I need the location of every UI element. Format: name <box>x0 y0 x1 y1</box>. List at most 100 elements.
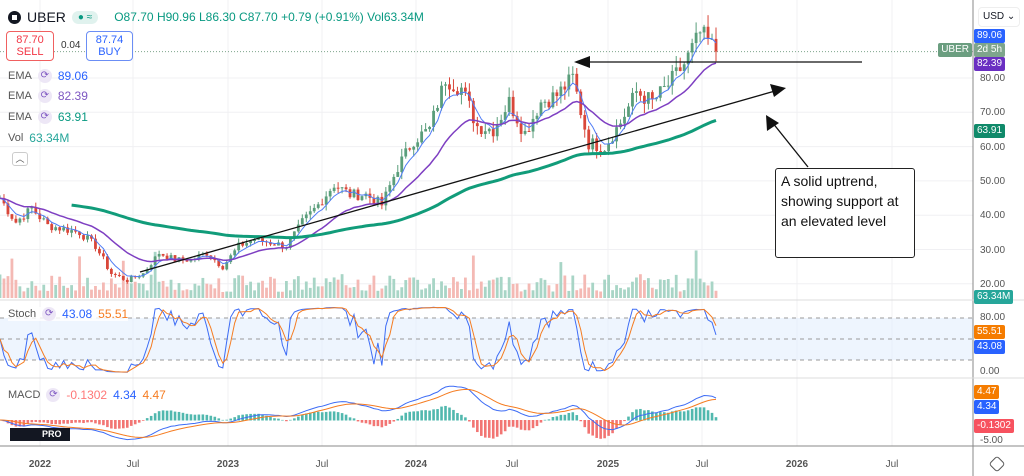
refresh-icon[interactable]: ⟳ <box>46 388 61 402</box>
macd-histogram-bar <box>193 414 197 421</box>
volume-bar <box>10 258 14 298</box>
macd-histogram-bar <box>237 415 240 421</box>
candle <box>444 84 447 86</box>
legend-stoch[interactable]: Stoch ⟳ 43.08 55.51 <box>8 307 129 321</box>
volume-bar <box>464 277 467 298</box>
refresh-icon[interactable]: ⟳ <box>37 69 52 83</box>
macd-histogram-bar <box>631 412 634 421</box>
macd-histogram-bar <box>643 410 646 421</box>
volume-bar <box>519 291 523 298</box>
macd-histogram-bar <box>352 418 356 421</box>
candle <box>380 196 384 206</box>
ema2-price-badge: 82.39 <box>974 57 1006 71</box>
buy-button[interactable]: 87.74 BUY <box>86 31 133 61</box>
price-tick: 40.00 <box>980 210 1006 222</box>
macd-histogram-bar <box>432 409 435 421</box>
volume-bar <box>292 279 296 298</box>
refresh-icon[interactable]: ⟳ <box>37 110 52 124</box>
legend-ema-3[interactable]: EMA ⟳ 63.91 <box>8 110 88 124</box>
volume-bar <box>133 281 137 298</box>
volume-badge: 63.34M <box>974 290 1014 304</box>
symbol-name[interactable]: UBER <box>27 9 66 25</box>
volume-bar <box>316 286 320 298</box>
candle <box>519 123 523 134</box>
candle <box>678 67 682 72</box>
market-status-icon[interactable]: ● ≈ <box>71 10 99 24</box>
volume-bar <box>603 279 607 298</box>
candle <box>714 38 718 52</box>
macd-histogram-bar <box>225 419 229 421</box>
ohlc-values: O87.70 H90.96 L86.30 C87.70 +0.79 (+0.91… <box>114 10 424 24</box>
volume-bar <box>666 279 670 298</box>
volume-bar <box>658 279 662 298</box>
legend-ema-2[interactable]: EMA ⟳ 82.39 <box>8 89 88 103</box>
macd-histogram-bar <box>428 410 431 421</box>
volume-bar <box>185 289 189 298</box>
volume-bar <box>2 278 6 298</box>
sell-button[interactable]: 87.70 SELL <box>6 31 54 61</box>
ema-mid-line <box>0 62 717 263</box>
volume-bar <box>491 279 495 298</box>
candle <box>113 273 117 275</box>
macd-histogram-bar <box>62 420 65 424</box>
macd-histogram-bar <box>710 412 714 421</box>
macd-histogram-bar <box>543 419 547 421</box>
volume-bar <box>583 274 587 298</box>
volume-bar <box>527 283 531 298</box>
stoch-k-badge: 43.08 <box>974 340 1006 354</box>
volume-bar <box>571 275 575 298</box>
candle <box>316 204 320 208</box>
collapse-legend-icon[interactable]: ︿ <box>12 152 28 166</box>
volume-bar <box>241 275 245 298</box>
macd-histogram-bar <box>221 419 225 421</box>
annotation-drawings[interactable] <box>139 56 862 273</box>
legend-ema-1[interactable]: EMA ⟳ 89.06 <box>8 69 88 83</box>
macd-histogram-bar <box>674 410 678 421</box>
candle <box>221 266 225 270</box>
refresh-icon[interactable]: ⟳ <box>37 89 52 103</box>
legend-macd[interactable]: MACD ⟳ -0.1302 4.34 4.47 <box>8 388 166 402</box>
candle <box>650 92 654 100</box>
candle <box>308 211 312 215</box>
candle <box>165 255 169 260</box>
candle <box>507 96 511 113</box>
ema-fast-line <box>0 37 717 278</box>
volume-bar <box>157 281 161 298</box>
candle <box>595 138 599 151</box>
candle <box>448 84 451 90</box>
volume-bar <box>515 283 519 298</box>
candle <box>627 106 630 117</box>
candle <box>320 204 324 206</box>
uptrend-line[interactable] <box>139 90 776 273</box>
macd-histogram-bar <box>66 420 69 424</box>
volume-bar <box>674 274 678 298</box>
candle <box>623 116 626 124</box>
volume-bar <box>141 283 145 298</box>
macd-histogram-bar <box>356 420 360 422</box>
macd-histogram-bar <box>559 414 563 421</box>
refresh-icon[interactable]: ⟳ <box>42 307 57 321</box>
macd-histogram-bar <box>169 410 173 421</box>
macd-histogram-bar <box>197 414 201 421</box>
volume-bar <box>336 279 340 298</box>
volume-bar <box>201 277 205 298</box>
macd-histogram-bar <box>304 413 308 421</box>
candle <box>706 26 710 39</box>
legend-volume[interactable]: Vol 63.34M <box>8 131 70 145</box>
volume-bar <box>420 289 424 298</box>
candle <box>511 96 515 117</box>
macd-histogram-bar <box>360 420 364 423</box>
macd-histogram-bar <box>694 407 698 421</box>
macd-histogram-bar <box>34 420 38 422</box>
callout-arrow[interactable] <box>771 121 809 168</box>
volume-bar <box>161 280 165 298</box>
volume-bar <box>611 290 614 298</box>
candle <box>694 32 698 44</box>
candle <box>269 242 272 245</box>
annotation-callout[interactable]: A solid uptrend, showing support at an e… <box>775 168 915 258</box>
candle <box>631 92 634 107</box>
macd-histogram-bar <box>647 410 650 421</box>
macd-histogram-bar <box>651 411 654 421</box>
currency-select[interactable]: USD ⌄ <box>978 7 1020 27</box>
